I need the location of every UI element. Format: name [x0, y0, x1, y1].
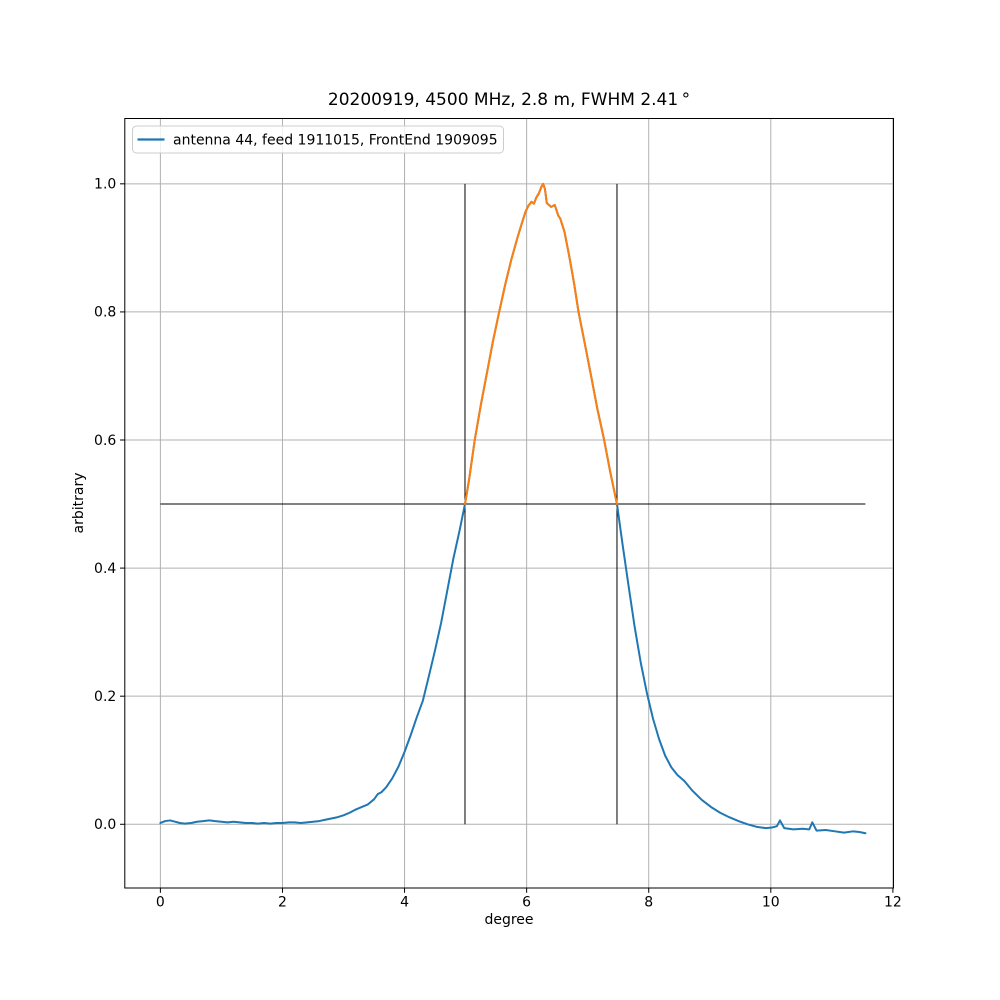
axes-frame — [124, 118, 895, 889]
chart-title: 20200919, 4500 MHz, 2.8 m, FWHM 2.41 ° — [328, 90, 690, 110]
legend-entry-label: antenna 44, feed 1911015, FrontEnd 19090… — [173, 133, 498, 149]
x-tick-label: 6 — [522, 895, 531, 911]
x-tick-label: 0 — [156, 895, 165, 911]
y-tick-label: 0.0 — [94, 817, 116, 833]
gridlines — [124, 118, 894, 888]
legend: antenna 44, feed 1911015, FrontEnd 19090… — [132, 125, 504, 154]
x-axis-label: degree — [484, 912, 533, 928]
x-tick-label: 12 — [884, 895, 902, 911]
y-tick-label: 0.6 — [94, 433, 116, 449]
y-tick-label: 0.8 — [94, 305, 116, 321]
y-tick-label: 0.4 — [94, 561, 116, 577]
y-axis-label: arbitrary — [71, 473, 87, 534]
beam-scan-curve — [159, 182, 867, 835]
axis-ticks: 0 2 4 6 8 10 12 0.0 0.2 0.4 0.6 0.8 1.0 — [94, 177, 902, 911]
legend-box — [132, 125, 504, 154]
x-tick-label: 2 — [278, 895, 287, 911]
x-tick-label: 4 — [400, 895, 409, 911]
y-tick-label: 1.0 — [94, 177, 116, 193]
y-tick-label: 0.2 — [94, 689, 116, 705]
x-tick-label: 8 — [644, 895, 653, 911]
fwhm-annotation-lines — [160, 183, 866, 825]
x-tick-label: 10 — [762, 895, 780, 911]
above-half-max-curve — [463, 182, 618, 506]
data-series — [159, 182, 867, 835]
